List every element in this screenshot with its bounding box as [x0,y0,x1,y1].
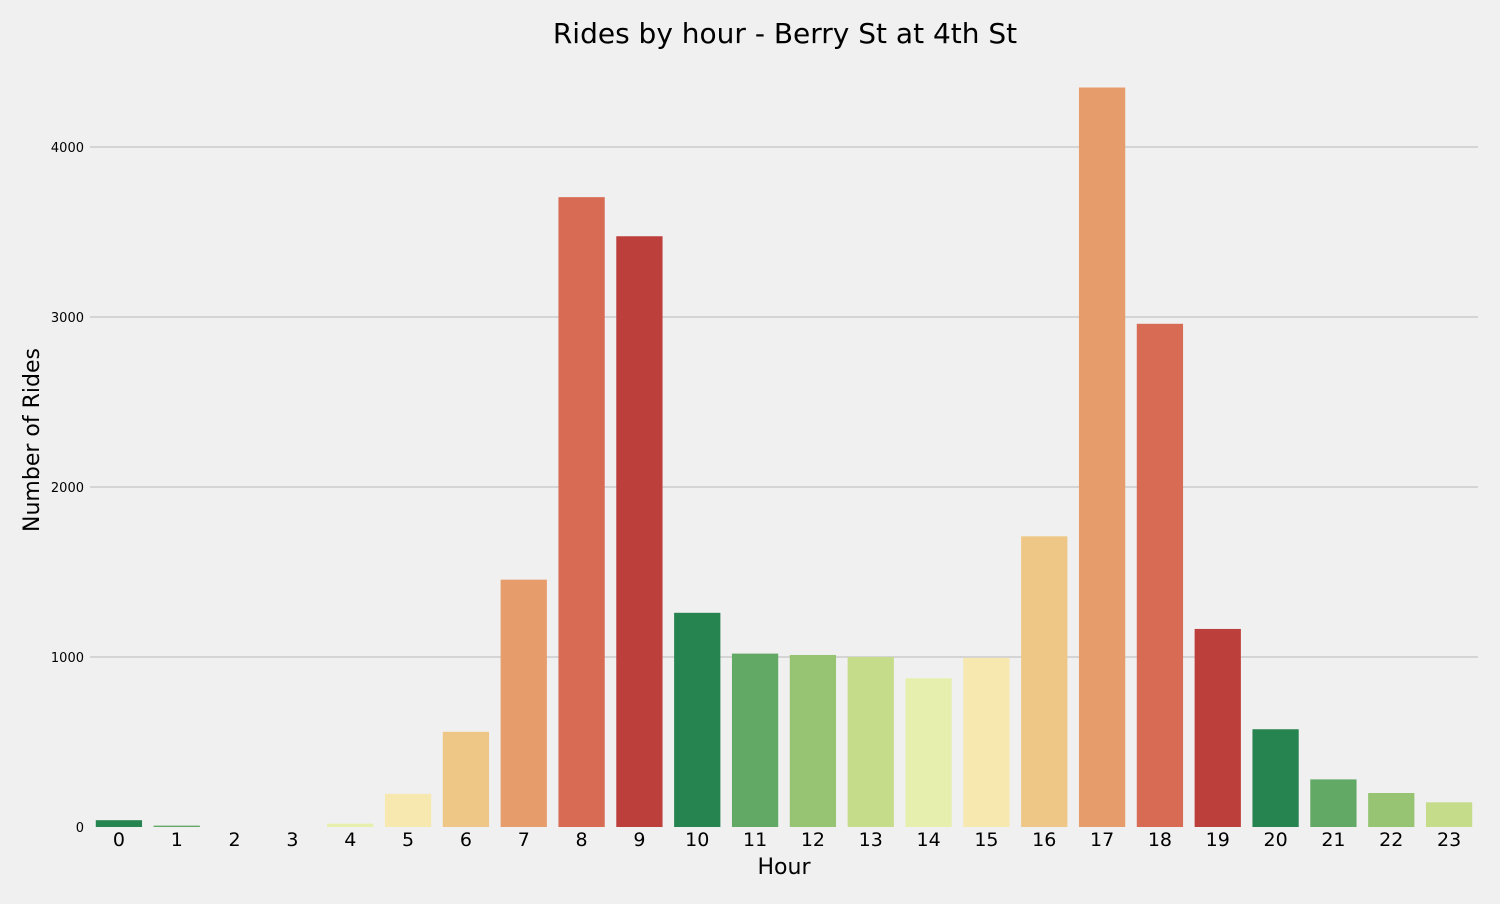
x-tick-label: 5 [402,829,414,851]
bar-hour-10 [674,612,721,827]
bar-hour-16 [1021,536,1068,827]
bar-hour-19 [1194,628,1241,827]
bars [95,87,1473,827]
x-tick-label: 22 [1379,829,1403,851]
x-tick-label: 1 [171,829,183,851]
bar-hour-5 [384,793,432,827]
bar-hour-8 [558,197,605,827]
bar-hour-21 [1310,779,1357,827]
x-tick-label: 4 [344,829,356,851]
bar-hour-4 [327,823,374,827]
x-tick-label: 14 [916,829,940,851]
x-tick-label: 12 [801,829,825,851]
x-tick-label: 13 [859,829,883,851]
x-tick-label: 21 [1321,829,1345,851]
chart-title: Rides by hour - Berry St at 4th St [553,17,1017,50]
bar-hour-1 [153,825,200,827]
y-tick-label: 0 [76,821,84,836]
bar-hour-12 [789,654,837,827]
x-tick-label: 19 [1206,829,1230,851]
x-tick-label: 15 [974,829,998,851]
x-tick-label: 6 [460,829,472,851]
y-tick-label: 1000 [51,651,84,666]
x-axis-label: Hour [758,855,812,880]
bar-hour-11 [731,653,779,827]
bar-hour-13 [847,657,894,827]
bar-hour-15 [963,657,1010,827]
y-tick-label: 3000 [51,311,84,326]
x-tick-label: 23 [1437,829,1461,851]
y-tick-label: 4000 [51,141,84,156]
y-axis-ticks: 0 1000 2000 3000 4000 [51,141,84,836]
x-tick-label: 11 [743,829,767,851]
bar-hour-9 [616,236,663,827]
gridlines [90,146,1478,658]
x-tick-label: 2 [229,829,241,851]
x-tick-label: 7 [518,829,530,851]
y-tick-label: 2000 [51,481,84,496]
y-axis-label: Number of Rides [20,348,45,532]
bar-hour-6 [442,731,490,827]
bar-hour-0 [95,820,143,827]
x-tick-label: 9 [633,829,645,851]
x-tick-label: 3 [286,829,298,851]
bar-hour-17 [1078,87,1126,827]
bar-hour-20 [1252,729,1299,827]
x-axis-ticks: 0 1 2 3 4 5 6 7 8 9 10 11 12 13 14 15 16 17 18 19 20 21 22 23 [113,829,1461,851]
bar-hour-22 [1368,793,1415,827]
x-tick-label: 16 [1032,829,1056,851]
x-tick-label: 18 [1148,829,1172,851]
bar-hour-23 [1425,802,1473,827]
x-tick-label: 0 [113,829,125,851]
x-tick-label: 17 [1090,829,1114,851]
x-tick-label: 10 [685,829,709,851]
bar-hour-7 [500,579,547,827]
x-tick-label: 8 [576,829,588,851]
x-tick-label: 20 [1263,829,1287,851]
bar-hour-18 [1136,323,1184,827]
bar-hour-14 [905,678,952,827]
